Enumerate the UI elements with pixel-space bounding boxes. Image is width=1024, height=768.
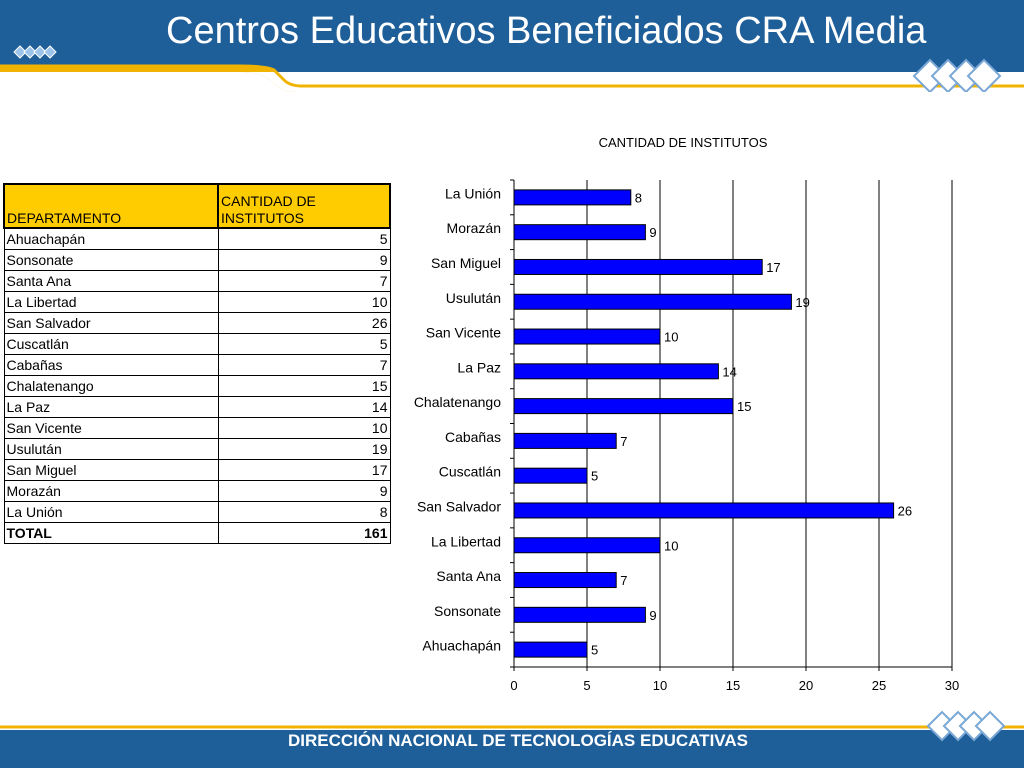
x-tick-label: 25 bbox=[872, 678, 886, 693]
table-row: Santa Ana 7 bbox=[3, 270, 391, 292]
category-label: San Salvador bbox=[417, 498, 501, 514]
footer-bar: DIRECCIÓN NACIONAL DE TECNOLOGÍAS EDUCAT… bbox=[0, 708, 1024, 768]
diamonds-right-icon bbox=[912, 58, 1002, 92]
bar-0 bbox=[513, 189, 632, 206]
header-departamento: DEPARTAMENTO bbox=[3, 183, 219, 229]
table-row: Cuscatlán 5 bbox=[3, 333, 391, 355]
bar-7 bbox=[513, 432, 617, 449]
table-row: Cabañas 7 bbox=[3, 354, 391, 376]
category-label: La Unión bbox=[445, 185, 501, 201]
data-label: 14 bbox=[722, 364, 736, 379]
data-label: 7 bbox=[620, 434, 627, 449]
header-bar: Centros Educativos Beneficiados CRA Medi… bbox=[0, 0, 1024, 92]
x-tick-label: 0 bbox=[510, 678, 517, 693]
chevrons-left-icon bbox=[13, 45, 57, 59]
data-label: 19 bbox=[795, 295, 809, 310]
category-label: Usulután bbox=[446, 290, 501, 306]
cell-departamento: TOTAL bbox=[3, 522, 219, 544]
cell-departamento: San Vicente bbox=[3, 417, 219, 439]
table-row: La Libertad 10 bbox=[3, 291, 391, 313]
data-label: 17 bbox=[766, 260, 780, 275]
data-label: 7 bbox=[620, 573, 627, 588]
bar-9 bbox=[513, 502, 895, 519]
cell-departamento: Ahuachapán bbox=[3, 227, 219, 250]
bar-12 bbox=[513, 606, 646, 623]
bar-8 bbox=[513, 467, 588, 484]
category-label: La Libertad bbox=[431, 533, 501, 549]
category-label: Ahuachapán bbox=[422, 638, 501, 654]
footer-background bbox=[0, 710, 1024, 768]
data-label: 10 bbox=[664, 330, 678, 345]
table-header-row: DEPARTAMENTO CANTIDAD DE INSTITUTOS bbox=[3, 183, 391, 229]
page-title: Centros Educativos Beneficiados CRA Medi… bbox=[166, 10, 927, 52]
table-row: Usulután 19 bbox=[3, 438, 391, 460]
bar-chart: CANTIDAD DE INSTITUTOS 0 5 10 15 20 25 30 La Uni… bbox=[414, 135, 959, 693]
table-row: San Vicente 10 bbox=[3, 417, 391, 439]
x-tick-label: 30 bbox=[945, 678, 959, 693]
category-label: Santa Ana bbox=[436, 568, 501, 584]
bar-2 bbox=[513, 258, 763, 275]
bar-11 bbox=[513, 572, 617, 589]
cell-cantidad: 19 bbox=[217, 438, 391, 460]
bar-13 bbox=[513, 641, 588, 658]
bar-10 bbox=[513, 537, 661, 554]
table-body: Ahuachapán 5 Sonsonate 9 Santa Ana 7 La Libert… bbox=[3, 227, 391, 544]
cell-departamento: Morazán bbox=[3, 480, 219, 502]
data-label: 5 bbox=[591, 643, 598, 658]
bar-4 bbox=[513, 328, 661, 345]
header-cantidad: CANTIDAD DE INSTITUTOS bbox=[217, 183, 391, 229]
data-label: 15 bbox=[737, 399, 751, 414]
table-row: Morazán 9 bbox=[3, 480, 391, 502]
cell-departamento: La Libertad bbox=[3, 291, 219, 313]
table-row: San Miguel 17 bbox=[3, 459, 391, 481]
category-label: Sonsonate bbox=[434, 603, 501, 619]
x-tick-label: 20 bbox=[799, 678, 813, 693]
bar-5 bbox=[513, 363, 719, 380]
category-label: Morazán bbox=[447, 220, 501, 236]
cell-departamento: Cabañas bbox=[3, 354, 219, 376]
departments-table: DEPARTAMENTO CANTIDAD DE INSTITUTOS Ahua… bbox=[3, 183, 391, 544]
category-label: Cuscatlán bbox=[439, 464, 501, 480]
category-label: Chalatenango bbox=[414, 394, 501, 410]
x-tick-label: 5 bbox=[583, 678, 590, 693]
x-tick-label: 15 bbox=[726, 678, 740, 693]
table-row: Sonsonate 9 bbox=[3, 249, 391, 271]
data-label: 10 bbox=[664, 538, 678, 553]
table-row: Ahuachapán 5 bbox=[3, 227, 391, 250]
chart-title: CANTIDAD DE INSTITUTOS bbox=[599, 135, 768, 150]
data-label: 9 bbox=[649, 608, 656, 623]
data-label: 5 bbox=[591, 469, 598, 484]
data-label: 26 bbox=[898, 503, 912, 518]
bar-3 bbox=[513, 293, 792, 310]
header-background bbox=[0, 0, 1024, 92]
table-row: La Paz 14 bbox=[3, 396, 391, 418]
bar-6 bbox=[513, 398, 734, 415]
data-label: 9 bbox=[649, 225, 656, 240]
data-label: 8 bbox=[635, 190, 642, 205]
category-label: La Paz bbox=[457, 359, 501, 375]
diamonds-footer-icon bbox=[926, 710, 1006, 742]
category-label: San Miguel bbox=[431, 255, 501, 271]
category-label: Cabañas bbox=[445, 429, 501, 445]
table-total-row: TOTAL 161 bbox=[3, 522, 391, 544]
footer-text: DIRECCIÓN NACIONAL DE TECNOLOGÍAS EDUCAT… bbox=[288, 731, 748, 750]
bar-1 bbox=[513, 224, 646, 241]
cell-cantidad: 161 bbox=[217, 522, 391, 544]
x-tick-label: 10 bbox=[653, 678, 667, 693]
category-label: San Vicente bbox=[426, 325, 501, 341]
